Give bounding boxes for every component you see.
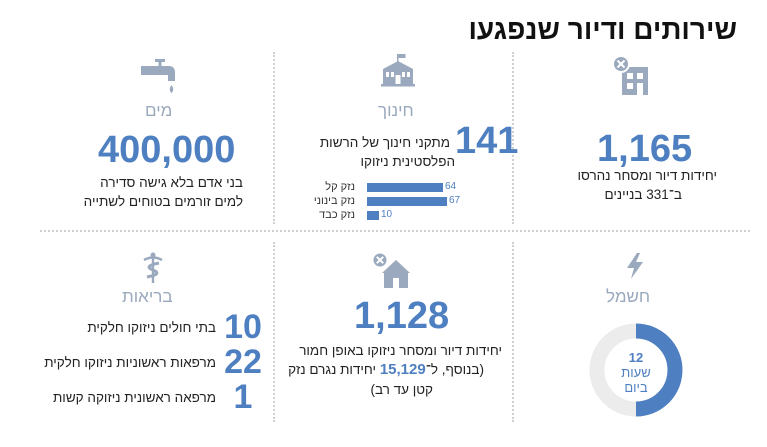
health-value-clinic-severe: 1: [233, 378, 253, 416]
building-destroyed-icon: [612, 55, 652, 102]
lightning-icon: [624, 252, 646, 285]
bar-value-heavy: 10: [381, 209, 393, 220]
health-text-clinic-severe: מרפאה ראשונית ניזוקה קשות: [52, 390, 216, 405]
bar-value-light: 64: [445, 181, 457, 192]
column-divider-right-lower: [512, 242, 514, 422]
clock-day: ביום: [624, 380, 648, 395]
health-value-clinics: 22: [224, 343, 262, 381]
bar-label-medium: נזק בינוני: [313, 195, 355, 207]
electricity-label: חשמל: [606, 287, 651, 306]
house-damaged-icon: [371, 251, 412, 297]
clock-chart: [588, 322, 684, 423]
row-divider: [40, 230, 750, 232]
damaged-units-text-2: (בנוסף, ל־15,129 יחידות נגרם נזק: [288, 360, 484, 379]
water-value: 400,000: [98, 129, 236, 171]
bar-medium: [367, 197, 447, 206]
damaged-units-text-2-pre: (בנוסף, ל־: [425, 362, 484, 377]
water-label: מים: [145, 101, 173, 120]
column-divider-right: [512, 52, 514, 224]
clock-number: 12: [628, 350, 644, 365]
bar-label-heavy: נזק כבד: [319, 209, 355, 221]
destroyed-units-text-2: ב־331 בניינים: [604, 187, 682, 202]
education-text-2: הפלסטינית ניזוקו: [360, 154, 455, 169]
education-text-1: מתקני חינוך של הרשות: [319, 135, 450, 150]
school-icon: [380, 52, 416, 93]
health-text-hospitals: בתי חולים ניזוקו חלקית: [87, 320, 216, 335]
health-text-clinics: מרפאות ראשוניות ניזוקו חלקית: [44, 355, 216, 370]
column-divider-left: [273, 52, 275, 224]
bar-label-light: נזק קל: [325, 181, 355, 193]
education-value: 141: [455, 120, 519, 162]
damaged-units-text-3: קטן עד רב): [370, 382, 433, 397]
water-text-2: למים זורמים בטוחים לשתייה: [83, 194, 243, 209]
damaged-units-text-1: יחידות דיור ומסחר ניזוקו באופן חמור: [299, 343, 502, 358]
bar-value-medium: 67: [449, 195, 461, 206]
page-title: שירותים ודיור שנפגעו: [468, 14, 737, 45]
bar-light: [367, 183, 443, 192]
health-value-hospitals: 10: [224, 308, 262, 346]
clock-ring-fill: [635, 323, 683, 417]
column-divider-left-lower: [273, 242, 275, 422]
caduceus-icon: [139, 252, 167, 289]
destroyed-units-value: 1,165: [597, 128, 693, 170]
minor-damage-count: 15,129: [379, 361, 426, 378]
damaged-units-text-2-post: יחידות נגרם נזק: [288, 362, 380, 377]
education-label: חינוך: [378, 101, 414, 120]
faucet-icon: [139, 55, 181, 104]
health-label: בריאות: [122, 287, 173, 306]
damaged-units-value: 1,128: [354, 295, 450, 337]
clock-unit: שעות: [621, 365, 651, 380]
destroyed-units-text-1: יחידות דיור ומסחר נהרסו: [577, 168, 717, 183]
water-text-1: בני אדם בלא גישה סדירה: [100, 175, 243, 190]
bar-heavy: [367, 211, 379, 220]
